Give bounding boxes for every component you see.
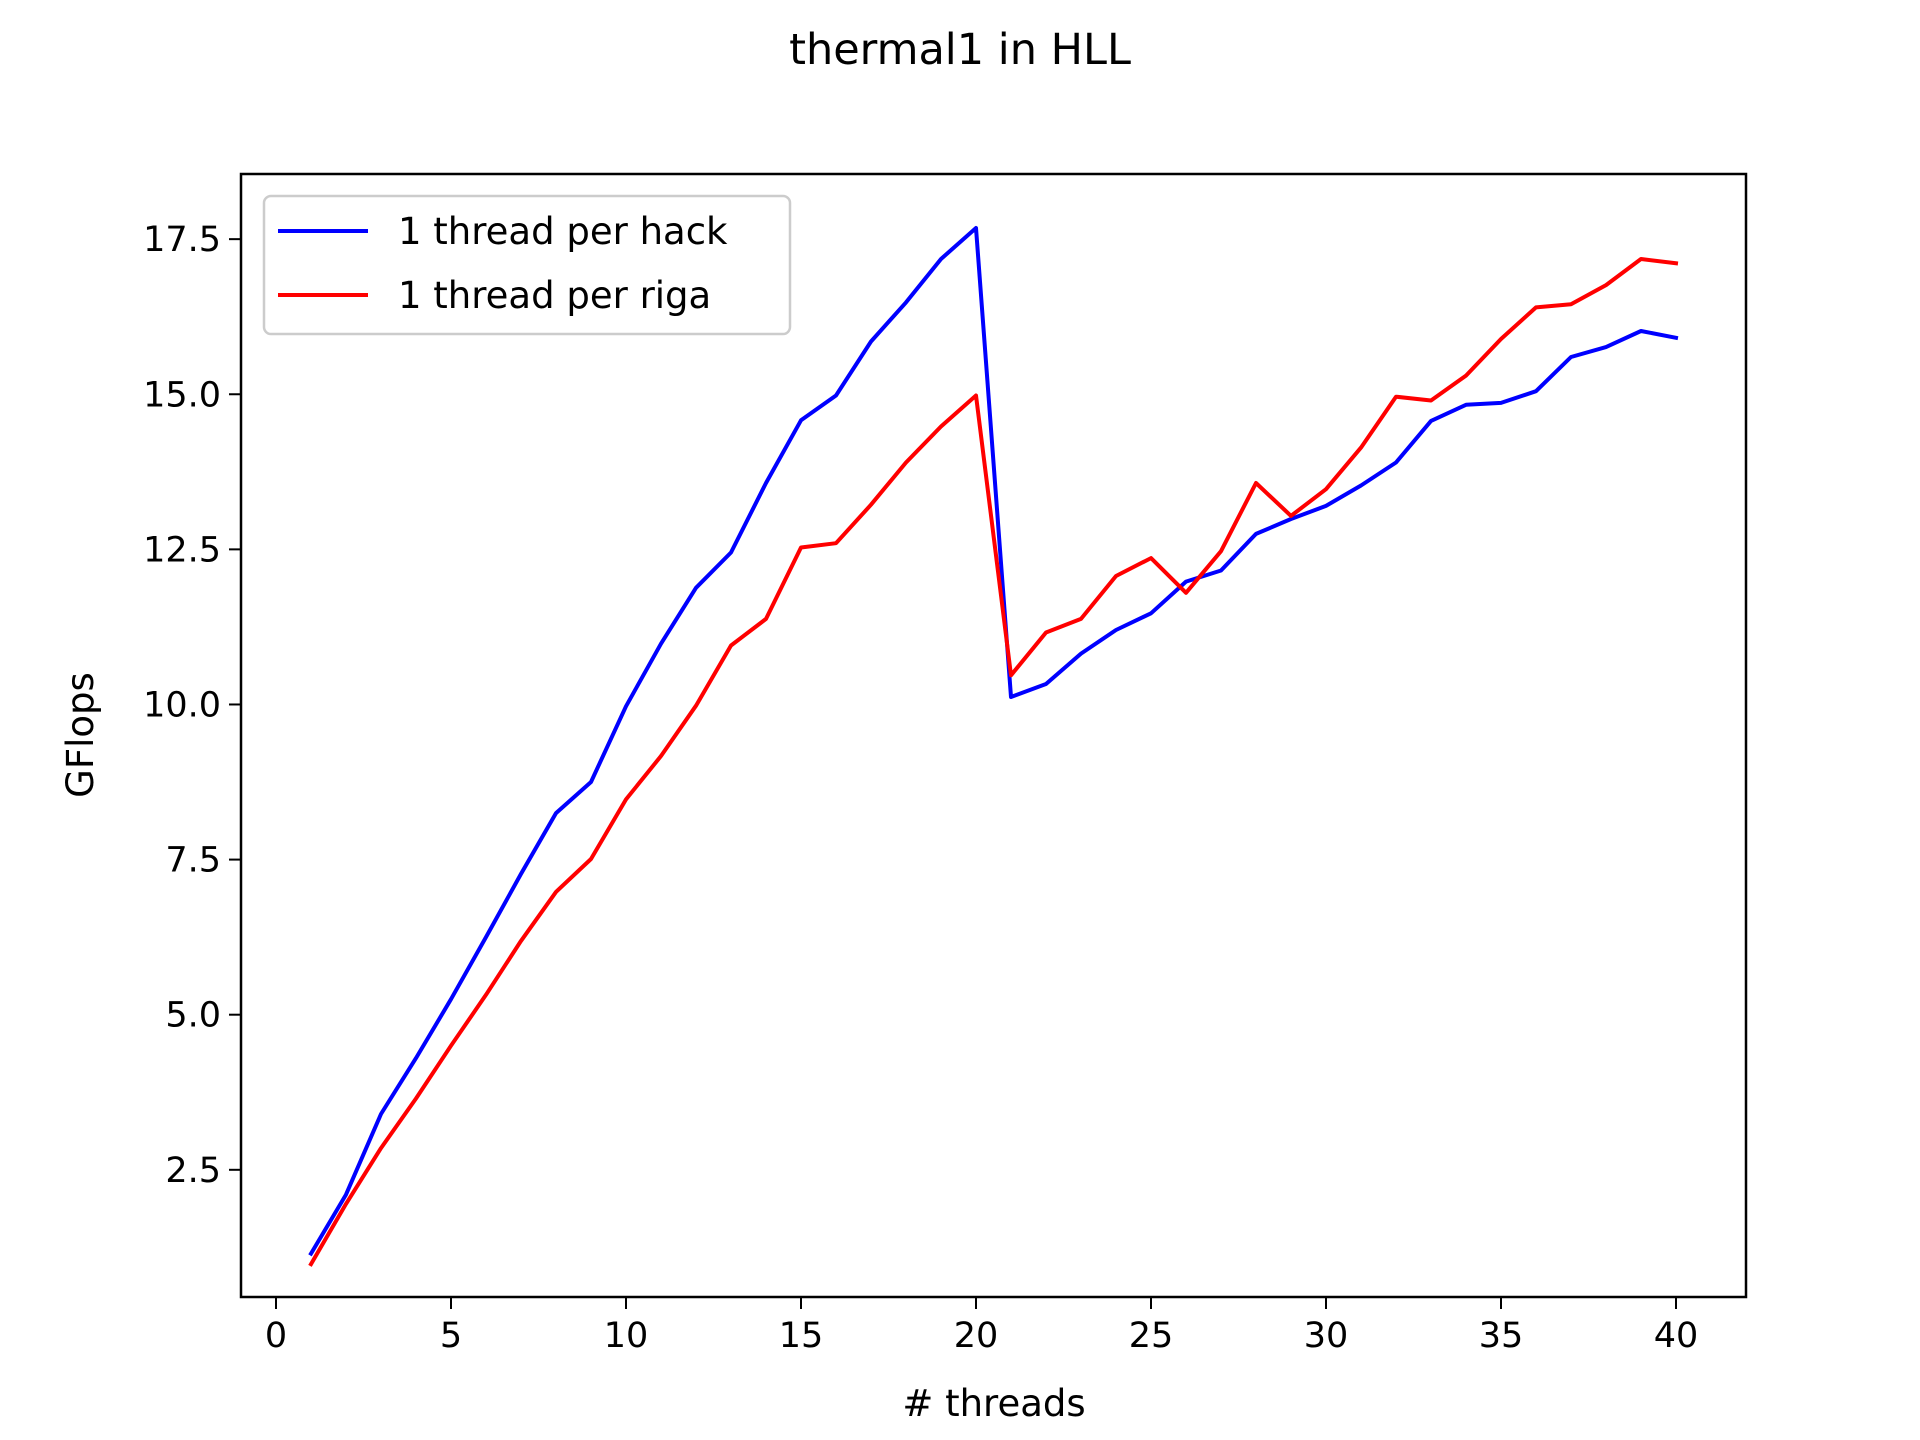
x-tick-label: 20: [954, 1316, 999, 1356]
x-tick-label: 40: [1654, 1316, 1699, 1356]
y-tick-label: 7.5: [165, 841, 221, 881]
y-tick-label: 5.0: [165, 996, 221, 1036]
legend-label-hack: 1 thread per hack: [398, 210, 728, 253]
y-tick-label: 12.5: [143, 530, 221, 570]
series-group: [308, 226, 1679, 1267]
x-axis-label: # threads: [902, 1382, 1085, 1425]
legend: 1 thread per hack 1 thread per riga: [262, 194, 792, 336]
y-axis: 2.5 5.0 7.5 10.0 12.5 15.0 17.5: [143, 220, 241, 1191]
series-line-hack: [308, 226, 1679, 1257]
x-tick-label: 35: [1479, 1316, 1524, 1356]
y-axis-label: GFlops: [59, 672, 102, 798]
x-tick-label: 15: [779, 1316, 824, 1356]
y-tick-label: 2.5: [165, 1151, 221, 1191]
legend-label-riga: 1 thread per riga: [398, 274, 711, 317]
x-tick-label: 10: [604, 1316, 649, 1356]
y-tick-label: 15.0: [143, 375, 221, 415]
y-tick-label: 17.5: [143, 220, 221, 260]
x-axis: 0 5 10 15 20 25 30 35 40: [265, 1297, 1698, 1356]
x-tick-label: 0: [265, 1316, 287, 1356]
x-tick-label: 5: [440, 1316, 462, 1356]
chart-title: thermal1 in HLL: [789, 25, 1131, 75]
x-tick-label: 30: [1304, 1316, 1349, 1356]
y-tick-label: 10.0: [143, 685, 221, 725]
series-line-riga: [308, 257, 1679, 1267]
plot-frame: [239, 172, 1748, 1299]
legend-box: [262, 194, 792, 336]
x-tick-label: 25: [1129, 1316, 1174, 1356]
